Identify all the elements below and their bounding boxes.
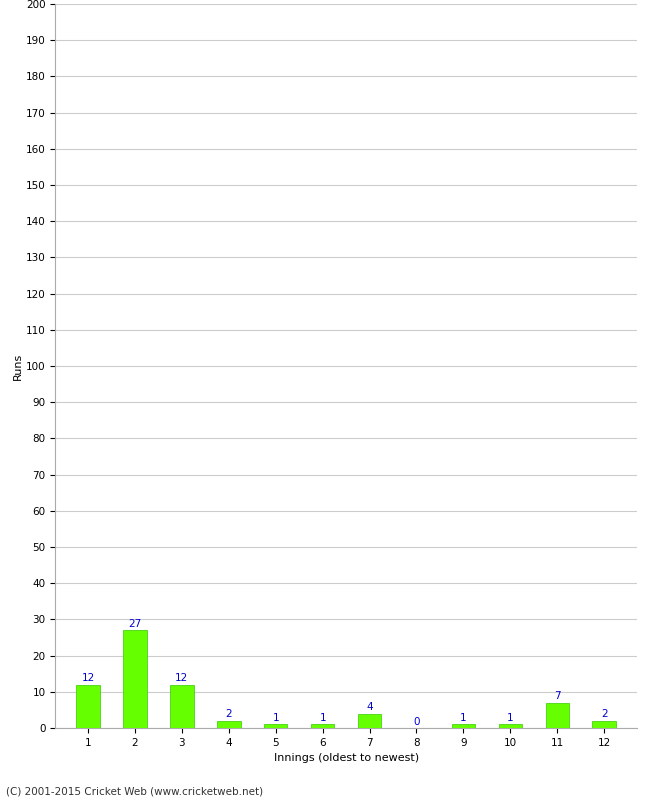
Bar — [452, 724, 475, 728]
Bar — [217, 721, 240, 728]
Text: 2: 2 — [601, 710, 608, 719]
X-axis label: Innings (oldest to newest): Innings (oldest to newest) — [274, 754, 419, 763]
Bar — [499, 724, 522, 728]
Text: 1: 1 — [319, 713, 326, 723]
Bar — [124, 630, 147, 728]
Bar — [170, 685, 194, 728]
Text: 12: 12 — [176, 673, 188, 683]
Text: 1: 1 — [272, 713, 279, 723]
Bar — [358, 714, 382, 728]
Text: 7: 7 — [554, 691, 560, 702]
Bar — [545, 702, 569, 728]
Text: (C) 2001-2015 Cricket Web (www.cricketweb.net): (C) 2001-2015 Cricket Web (www.cricketwe… — [6, 786, 264, 796]
Text: 4: 4 — [366, 702, 373, 712]
Text: 27: 27 — [129, 619, 142, 629]
Bar — [76, 685, 100, 728]
Text: 0: 0 — [413, 717, 420, 726]
Text: 2: 2 — [226, 710, 232, 719]
Bar — [592, 721, 616, 728]
Bar — [311, 724, 334, 728]
Text: 12: 12 — [81, 673, 95, 683]
Text: 1: 1 — [507, 713, 514, 723]
Y-axis label: Runs: Runs — [13, 352, 23, 380]
Bar — [264, 724, 287, 728]
Text: 1: 1 — [460, 713, 467, 723]
